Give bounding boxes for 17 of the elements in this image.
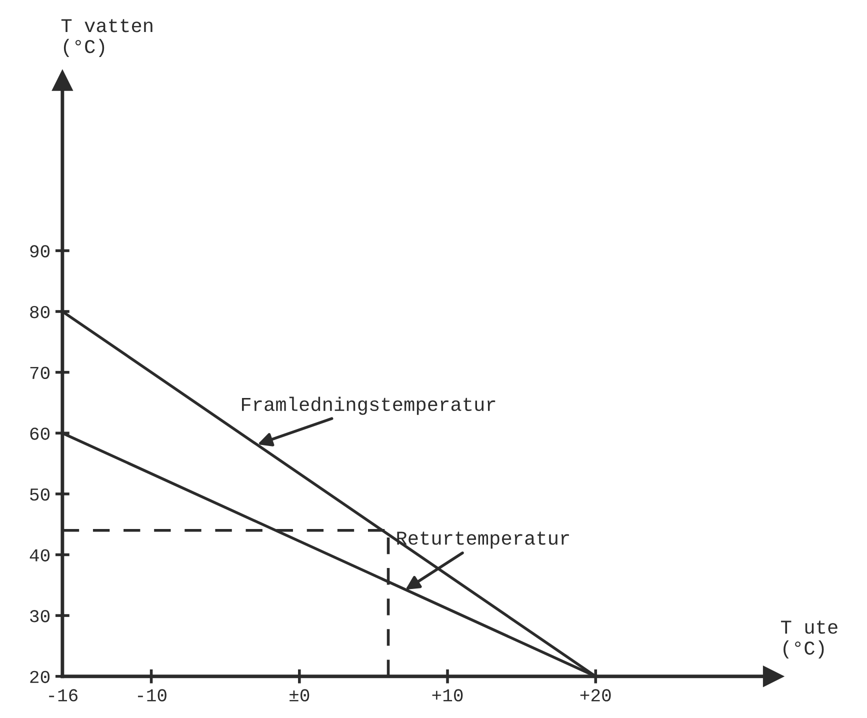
y-tick-label: 60 [30,428,50,440]
x-tick-label: -16 [49,689,78,702]
y-tick-label: 30 [30,610,50,622]
y-tick-label: 50 [30,488,50,501]
x-axis-title: T ute (°C) [781,620,838,659]
y-tick-label: 90 [30,245,50,258]
x-tick-label: -10 [138,689,166,702]
x-tick-label: ±0 [290,689,310,702]
x-tick-label: +20 [580,689,611,702]
y-tick-label: 40 [30,549,50,562]
x-tick-label: +10 [432,689,463,702]
y-tick-label: 80 [30,306,50,318]
y-tick-label: 20 [30,670,50,684]
y-tick-label: 70 [30,366,50,380]
annotation: Returtemperatur [397,532,569,549]
y-axis-title: T vatten (°C) [61,19,152,58]
annotation: Framledningstemperatur [242,396,496,415]
